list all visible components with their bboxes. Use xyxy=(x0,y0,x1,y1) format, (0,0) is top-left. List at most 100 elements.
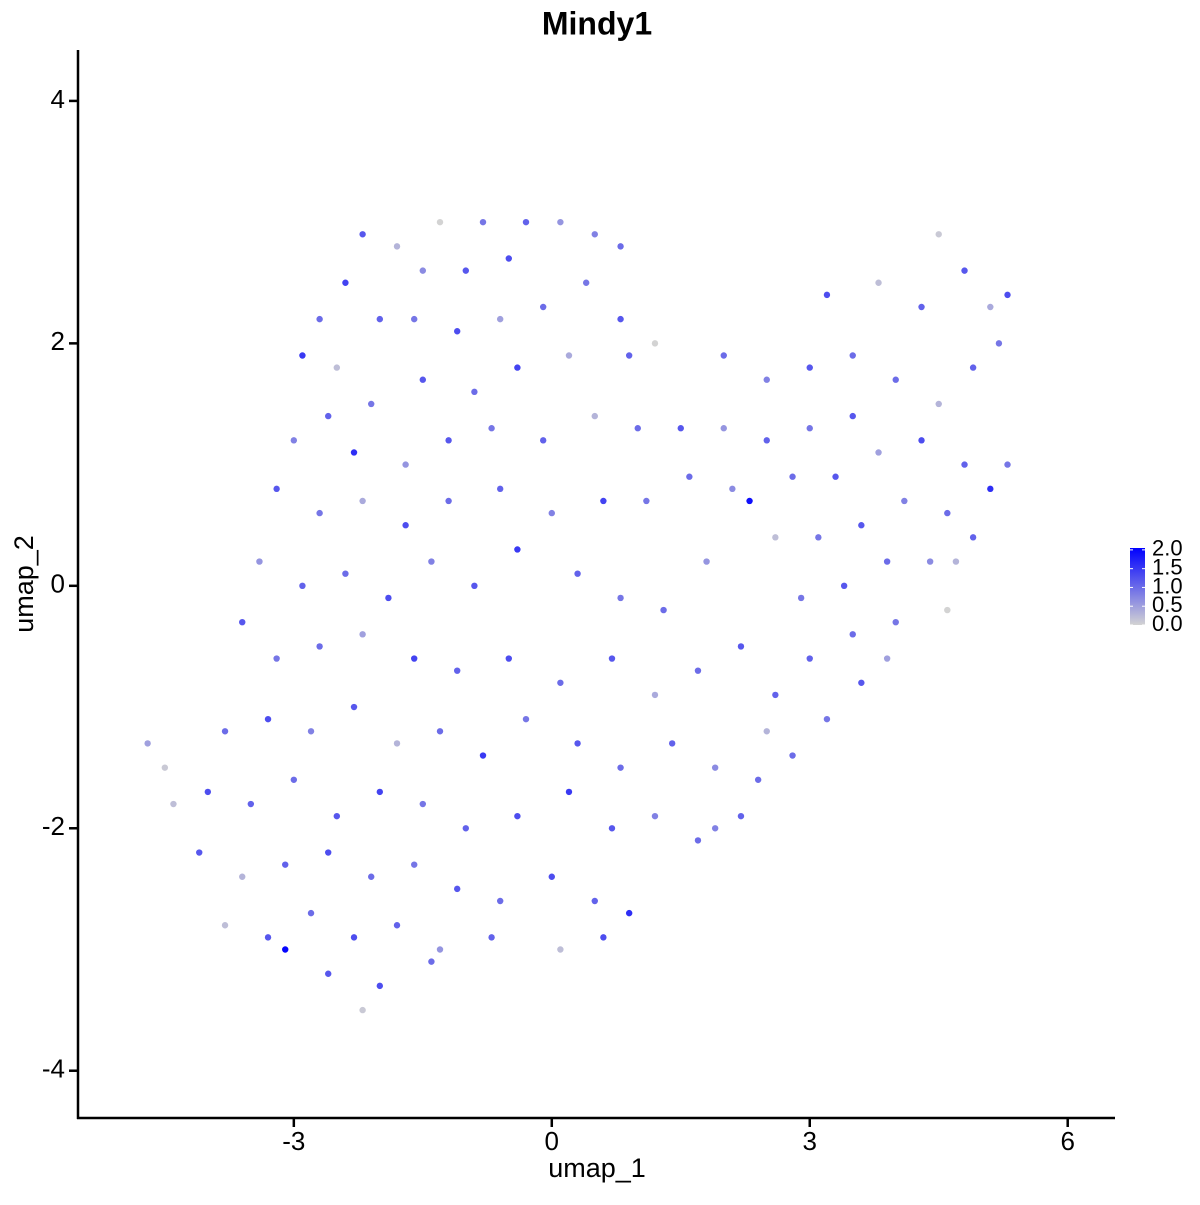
cell-point xyxy=(496,897,504,905)
cell-point xyxy=(247,800,255,808)
cell-point xyxy=(772,534,779,541)
cell-point xyxy=(393,922,401,929)
cell-point xyxy=(1004,461,1011,468)
cell-point xyxy=(969,534,977,541)
cell-point xyxy=(557,218,564,226)
colorbar-tick-label: 0.0 xyxy=(1152,611,1183,636)
cell-point xyxy=(935,400,942,408)
cell-point xyxy=(703,558,710,565)
cell-point xyxy=(926,558,934,565)
cell-point xyxy=(849,631,856,638)
cell-point xyxy=(711,825,719,832)
cell-point xyxy=(359,1006,366,1014)
cell-point xyxy=(875,279,882,286)
cell-point xyxy=(694,667,702,674)
cell-point xyxy=(454,328,461,335)
cell-point xyxy=(368,400,375,408)
x-tick-label: -3 xyxy=(282,1126,305,1156)
cell-point xyxy=(892,376,899,383)
cell-point xyxy=(333,364,341,371)
cell-point xyxy=(204,788,212,796)
cell-point xyxy=(385,594,392,602)
cell-point xyxy=(918,303,925,311)
cell-point xyxy=(376,982,384,990)
cell-point xyxy=(608,825,616,832)
cell-point xyxy=(299,352,306,359)
cell-point xyxy=(617,243,624,250)
cell-point xyxy=(264,934,272,941)
cell-point xyxy=(557,946,564,953)
y-tick-label: -2 xyxy=(42,811,65,841)
y-tick-label: -4 xyxy=(42,1054,65,1084)
cell-point xyxy=(239,873,246,880)
cell-point xyxy=(239,618,246,626)
cell-point xyxy=(565,352,573,359)
cell-point xyxy=(608,655,616,662)
cell-point xyxy=(221,728,229,735)
cell-point xyxy=(952,558,960,565)
cell-point xyxy=(325,412,332,420)
cell-point xyxy=(797,594,805,602)
cell-point xyxy=(393,740,401,747)
cell-point xyxy=(282,861,289,868)
cell-point xyxy=(196,849,203,856)
cell-point xyxy=(901,497,908,505)
cell-point xyxy=(849,352,856,359)
cell-point xyxy=(754,776,762,783)
cell-point xyxy=(625,352,633,359)
cell-point xyxy=(987,485,994,493)
cell-point xyxy=(600,934,607,941)
cell-point xyxy=(350,703,358,711)
colorbar-tick-label: 0.5 xyxy=(1152,592,1183,617)
cell-point xyxy=(264,715,272,723)
cell-point xyxy=(875,449,882,456)
cell-point xyxy=(359,231,366,238)
cell-point xyxy=(944,606,951,614)
cell-point xyxy=(643,497,650,505)
cell-point xyxy=(411,861,418,868)
cell-point xyxy=(634,425,641,432)
cell-point xyxy=(488,425,495,432)
cell-point xyxy=(711,764,719,771)
cell-point xyxy=(462,267,470,274)
cell-point xyxy=(496,485,504,493)
colorbar-tick-label: 1.0 xyxy=(1152,573,1183,598)
cell-point xyxy=(359,497,366,505)
cell-point xyxy=(944,509,951,517)
cell-point xyxy=(316,509,323,517)
cell-point xyxy=(815,534,822,541)
cell-point xyxy=(969,364,977,371)
cell-point xyxy=(419,376,427,383)
cell-point xyxy=(677,425,684,432)
cell-point xyxy=(170,800,177,808)
y-tick-label: 2 xyxy=(51,326,65,356)
cell-point xyxy=(514,364,521,371)
cell-point xyxy=(806,655,813,662)
cell-point xyxy=(316,315,323,323)
cell-point xyxy=(617,594,624,602)
chart-title: Mindy1 xyxy=(542,5,652,41)
cell-point xyxy=(961,267,968,274)
cell-point xyxy=(454,885,461,893)
cell-point xyxy=(574,570,581,577)
cell-point xyxy=(858,522,865,529)
cell-point xyxy=(436,218,444,226)
cell-point xyxy=(514,812,521,820)
cell-point xyxy=(445,497,452,505)
cell-point xyxy=(651,812,659,820)
cell-point xyxy=(325,849,332,856)
cell-point xyxy=(720,425,727,432)
colorbar xyxy=(1130,548,1145,625)
cell-point xyxy=(428,958,435,965)
cell-point xyxy=(1004,291,1011,299)
cell-point xyxy=(883,558,891,565)
cell-point xyxy=(307,728,315,735)
cell-point xyxy=(789,752,796,759)
y-axis-label: umap_2 xyxy=(9,535,39,633)
cell-point xyxy=(488,934,495,941)
cell-point xyxy=(763,437,770,444)
cell-point xyxy=(995,340,1003,347)
cell-point xyxy=(428,558,435,565)
cell-point xyxy=(858,679,865,686)
cell-point xyxy=(419,800,427,808)
